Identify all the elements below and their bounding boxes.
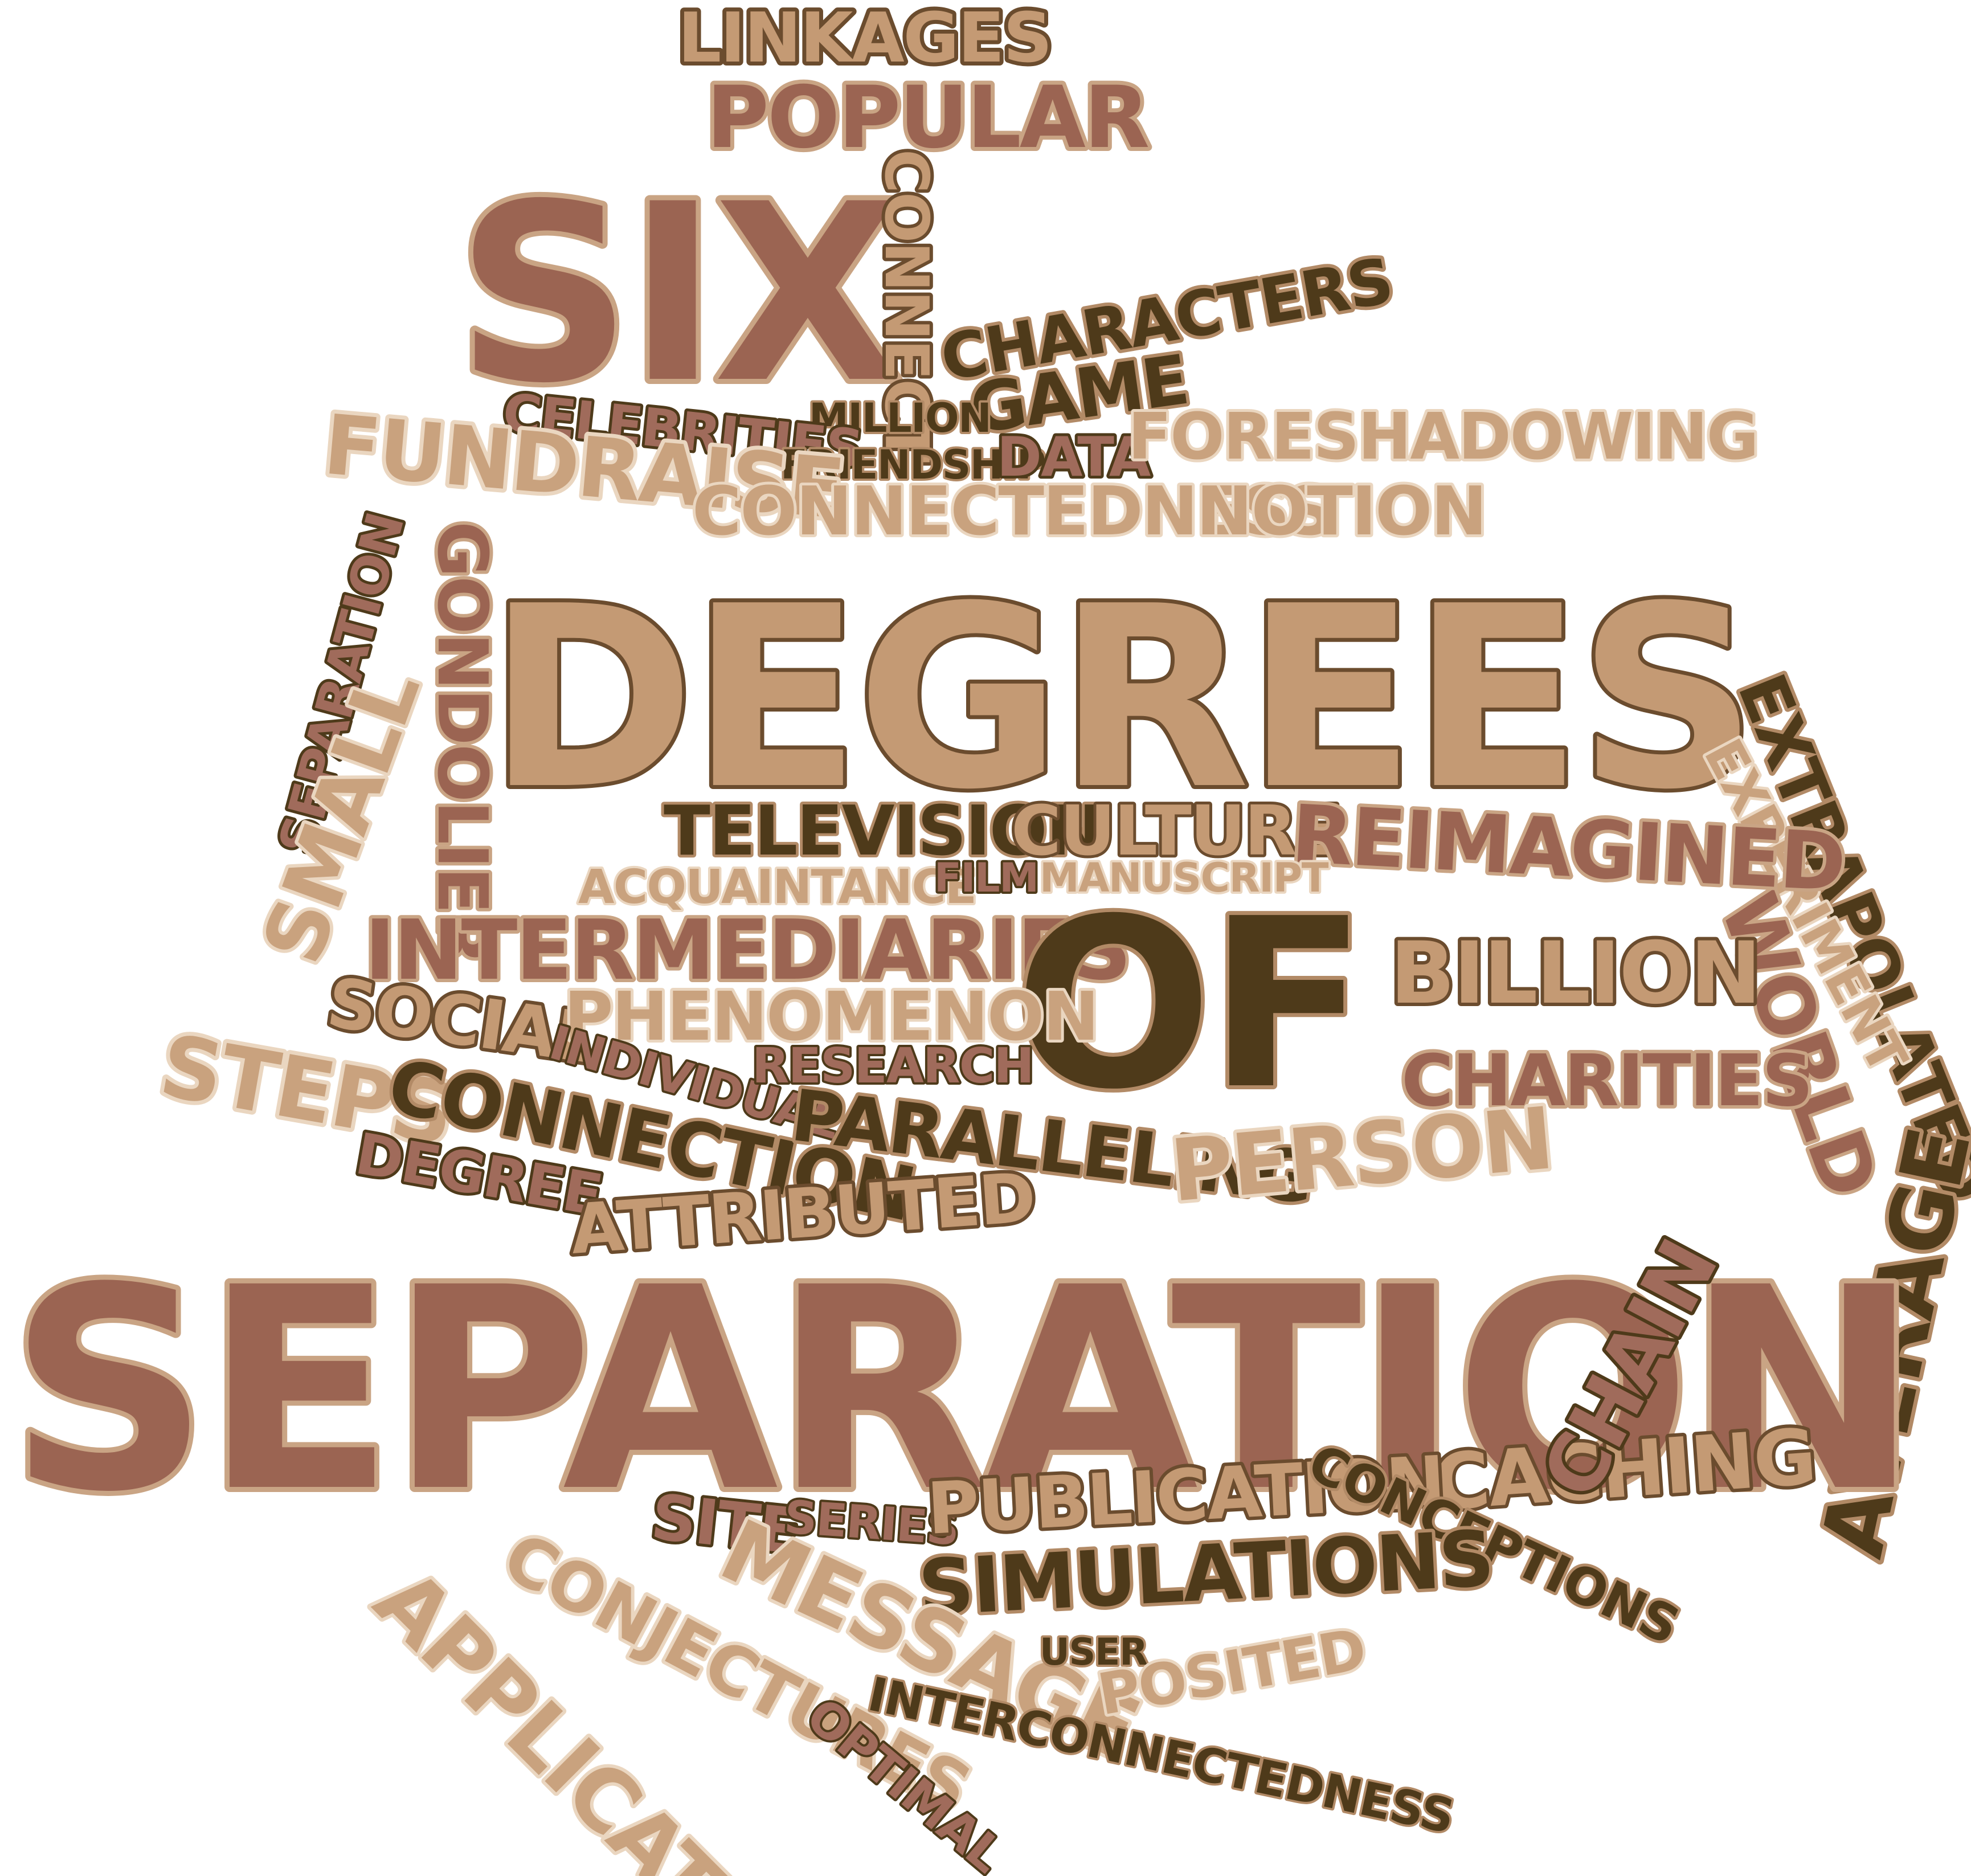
word-site: SITE <box>648 1481 803 1569</box>
word-billion: BILLION <box>1390 924 1760 1023</box>
word-acquaintance: ACQUAINTANCE <box>578 860 976 914</box>
word-gondolier: GONDOLIER <box>422 521 501 963</box>
word-film: FILM <box>934 855 1038 901</box>
word-degrees: DEGREES <box>487 553 1753 844</box>
word-popular: POPULAR <box>706 68 1148 167</box>
word-intermediaries: INTERMEDIARIES <box>365 902 1130 999</box>
word-charities: CHARITIES <box>1401 1040 1812 1122</box>
word-six: SIX <box>456 152 901 437</box>
word-notion: NOTION <box>1196 472 1486 550</box>
word-user: USER <box>1040 1631 1147 1674</box>
word-manuscript: MANUSCRIPT <box>1040 855 1329 901</box>
word-foreshadowing: FORESHADOWING <box>1128 400 1757 474</box>
word-friendship: FRIENDSHIP <box>780 442 1045 488</box>
word-connectedness: CONNECTEDNESS <box>692 472 1332 550</box>
word-million: MILLION <box>809 395 991 442</box>
word-of: OF <box>1014 868 1363 1141</box>
word-separation: SEPARATION <box>9 1228 1914 1553</box>
word-reimagined: REIMAGINED <box>1289 788 1846 910</box>
word-connect: CONNECT <box>872 149 941 463</box>
word-linkages: LINKAGES <box>678 0 1051 78</box>
word-television: TELEVISION <box>664 792 1102 871</box>
word-culture: CULTURE <box>1011 792 1341 871</box>
word-data: DATA <box>997 426 1151 489</box>
word-research: RESEARCH <box>752 1038 1033 1094</box>
word-phenomenon: PHENOMENON <box>564 977 1098 1056</box>
